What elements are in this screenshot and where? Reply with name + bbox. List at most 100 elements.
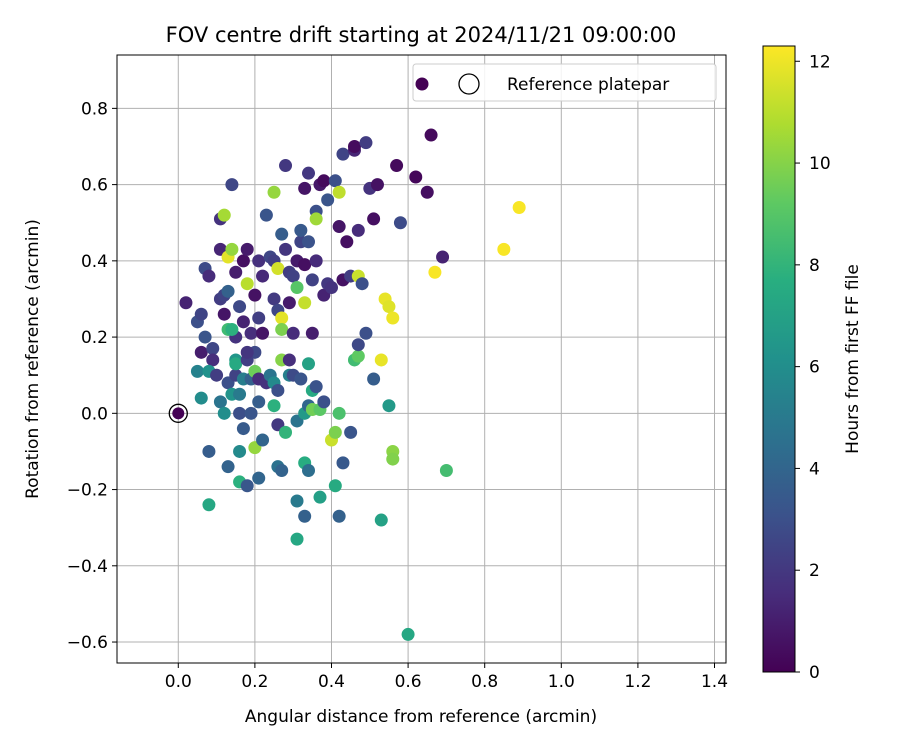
data-point [198,330,212,344]
data-point [229,357,243,371]
data-point [374,353,388,367]
data-point [233,406,247,420]
x-gridlines [177,55,716,663]
data-point [512,200,526,214]
data-point [271,261,285,275]
data-point [213,395,227,409]
legend-point-marker [415,77,429,91]
y-tick-label: 0.6 [81,176,108,196]
data-point [302,235,316,249]
y-tick-label: 0.4 [81,252,108,272]
data-point [298,258,312,272]
data-point [336,456,350,470]
y-tick-label: −0.4 [67,557,108,577]
colorbar: 0 2 4 6 8 10 12 Hours from first FF file [762,45,863,683]
y-tick-label: −0.2 [67,481,108,501]
reference-point [172,407,185,420]
data-point [309,212,323,226]
x-tick-label: 0.2 [241,672,268,692]
data-point [317,174,331,188]
data-point [382,300,396,314]
data-point [233,300,247,314]
chart-title: FOV centre drift starting at 2024/11/21 … [166,23,677,47]
data-point [321,193,335,207]
y-tick-label: 0.8 [81,99,108,119]
data-point [236,254,250,268]
data-point [194,307,208,321]
data-point [225,242,239,256]
data-point [221,284,235,298]
data-point [355,277,369,291]
x-tick-label: 1.2 [624,672,651,692]
data-point [497,242,511,256]
data-point [313,490,327,504]
data-point [428,265,442,279]
y-tick-label: 0.2 [81,328,108,348]
data-point [252,395,266,409]
y-tick-label: −0.6 [67,633,108,653]
data-point [217,208,231,222]
legend-ring-marker [458,73,480,95]
data-point [393,216,407,230]
data-point [202,498,216,512]
data-point [332,406,346,420]
colorbar-tick-label: 2 [809,561,820,581]
data-point [347,139,361,153]
data-point [279,425,293,439]
data-point [233,444,247,458]
y-axis-ticks: −0.6 −0.4 −0.2 0.0 0.2 0.4 0.6 0.8 [67,99,117,653]
legend-label: Reference platepar [507,75,669,95]
y-gridlines [117,107,726,643]
data-point [275,463,289,477]
data-point [286,269,300,283]
data-point [279,159,293,173]
data-point [302,357,316,371]
data-point [225,178,239,192]
data-point [267,185,281,199]
data-point [305,326,319,340]
data-point [409,170,423,184]
data-point [206,342,220,356]
data-point [351,338,365,352]
data-point [401,627,415,641]
data-point [332,220,346,234]
data-point [298,509,312,523]
data-point [386,452,400,466]
data-point [290,532,304,546]
data-point [328,174,342,188]
colorbar-tick-label: 10 [809,154,831,174]
data-point [386,311,400,325]
data-point [256,326,270,340]
data-point [367,212,381,226]
legend: Reference platepar [412,63,717,102]
data-point [282,353,296,367]
data-point [336,147,350,161]
data-point [290,494,304,508]
colorbar-tick-label: 0 [809,663,820,683]
data-point [217,307,231,321]
x-tick-label: 0.4 [318,672,345,692]
data-point [332,185,346,199]
x-tick-label: 1.4 [701,672,728,692]
data-point [309,254,323,268]
x-tick-label: 0.0 [165,672,192,692]
data-point [236,315,250,329]
data-point [324,281,338,295]
data-point [302,166,316,180]
data-points [179,128,526,641]
y-axis-label: Rotation from reference (arcmin) [23,219,43,499]
data-point [229,265,243,279]
data-point [217,406,231,420]
data-point [370,178,384,192]
data-point [236,422,250,436]
colorbar-ticks: 0 2 4 6 8 10 12 [795,52,831,683]
data-point [275,227,289,241]
data-point [179,296,193,310]
data-point [202,269,216,283]
data-point [328,479,342,493]
data-point [439,463,453,477]
data-point [279,242,293,256]
data-point [351,223,365,237]
data-point [190,364,204,378]
